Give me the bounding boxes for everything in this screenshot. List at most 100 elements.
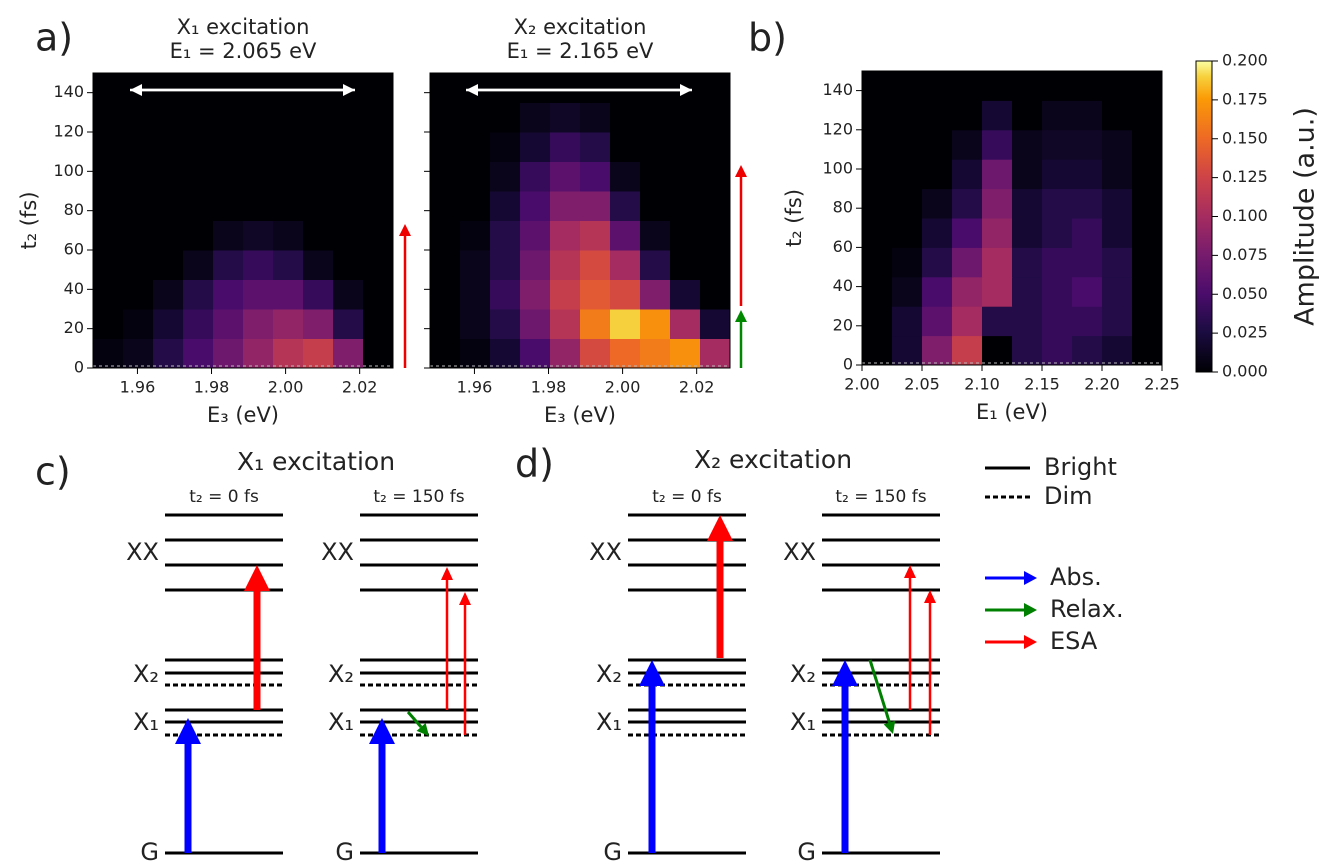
heatmap-cell bbox=[982, 247, 1013, 278]
heatmap-cell bbox=[550, 309, 581, 339]
heatmap-cell bbox=[1102, 218, 1133, 248]
heatmap-cell bbox=[123, 309, 154, 339]
heatmap-cell bbox=[982, 276, 1013, 307]
heatmap-cell bbox=[670, 220, 701, 251]
arrow-head bbox=[1024, 571, 1037, 585]
heatmap-cell bbox=[303, 279, 334, 310]
heatmap-cell bbox=[550, 191, 581, 221]
heatmap-cell bbox=[982, 129, 1013, 160]
heatmap-cell bbox=[123, 250, 154, 280]
heatmap-cell bbox=[303, 73, 334, 103]
heatmap-cell bbox=[1042, 218, 1073, 248]
heatmap-cell bbox=[1132, 306, 1163, 337]
column-label: t₂ = 150 fs bbox=[373, 487, 464, 507]
arrow-head bbox=[735, 165, 747, 177]
heatmap-cell bbox=[640, 338, 671, 369]
heatmap-cell bbox=[183, 132, 214, 162]
panel-label: c) bbox=[35, 450, 71, 494]
heatmap-cell bbox=[640, 309, 671, 339]
heatmap-cell bbox=[580, 132, 611, 162]
heatmap-cell bbox=[153, 73, 184, 103]
heatmap-cell bbox=[952, 335, 983, 366]
heatmap-cell bbox=[892, 129, 923, 160]
heatmap-cell bbox=[1042, 335, 1073, 366]
y-tick-label: 120 bbox=[53, 122, 84, 141]
heatmap-cell bbox=[610, 220, 641, 251]
arrow-shaft bbox=[406, 711, 423, 728]
heatmap-cell bbox=[460, 102, 491, 133]
heatmap-cell bbox=[922, 306, 953, 337]
heatmap-cell bbox=[93, 338, 124, 369]
x-tick-label: 2.00 bbox=[844, 375, 880, 394]
heatmap-cell bbox=[333, 132, 364, 162]
heatmap-cell bbox=[1012, 100, 1043, 131]
heatmap-cell bbox=[490, 102, 521, 133]
heatmap-cell bbox=[670, 161, 701, 192]
level-label: X₂ bbox=[596, 660, 622, 688]
heatmap-cell bbox=[430, 338, 461, 369]
heatmap-cell bbox=[982, 218, 1013, 248]
heatmap-cell bbox=[580, 73, 611, 103]
heatmap-cell bbox=[700, 132, 731, 162]
heatmap-cell bbox=[1042, 247, 1073, 278]
heatmap-cell bbox=[1012, 218, 1043, 248]
heatmap-cell bbox=[700, 250, 731, 280]
heatmap-cell bbox=[1132, 129, 1163, 160]
heatmap-cell bbox=[93, 102, 124, 133]
level-label: X₂ bbox=[133, 660, 159, 688]
level-label: G bbox=[140, 838, 159, 865]
heatmap-cell bbox=[303, 220, 334, 251]
chart-subtitle: E₁ = 2.065 eV bbox=[170, 39, 317, 63]
arrow-head bbox=[707, 515, 733, 541]
heatmap-cell bbox=[1102, 335, 1133, 366]
column-label: t₂ = 150 fs bbox=[835, 487, 926, 507]
heatmap-cell bbox=[610, 250, 641, 280]
heatmap-cell bbox=[273, 161, 304, 192]
level-label: X₁ bbox=[133, 708, 159, 736]
heatmap-cell bbox=[213, 132, 244, 162]
heatmap-cell bbox=[333, 161, 364, 192]
heatmap-cell bbox=[460, 250, 491, 280]
heatmap-cell bbox=[273, 250, 304, 280]
heatmap-cell bbox=[153, 132, 184, 162]
heatmap-cell bbox=[520, 338, 551, 369]
heatmap-cell bbox=[333, 102, 364, 133]
heatmap-cell bbox=[430, 161, 461, 192]
heatmap-cell bbox=[363, 220, 394, 251]
heatmap-cell bbox=[303, 161, 334, 192]
heatmap-cell bbox=[183, 161, 214, 192]
heatmap-cell bbox=[490, 309, 521, 339]
heatmap-cell bbox=[490, 161, 521, 192]
heatmap-cell bbox=[922, 276, 953, 307]
heatmap-cell bbox=[333, 220, 364, 251]
heatmap-cell bbox=[213, 161, 244, 192]
heatmap-cell bbox=[243, 250, 274, 280]
heatmap-cell bbox=[430, 191, 461, 221]
x-tick-label: 2.10 bbox=[964, 375, 1000, 394]
arrow-head bbox=[639, 660, 665, 686]
heatmap-cell bbox=[303, 309, 334, 339]
heatmap-cell bbox=[670, 309, 701, 339]
x-axis-label: E₃ (eV) bbox=[207, 403, 279, 427]
panel-label: d) bbox=[515, 442, 554, 486]
heatmap-cell bbox=[153, 220, 184, 251]
chart-title: X₂ excitation bbox=[514, 15, 647, 39]
heatmap-cell bbox=[1102, 276, 1133, 307]
heatmap-cell bbox=[640, 73, 671, 103]
heatmap-cell bbox=[1072, 306, 1103, 337]
heatmap-cell bbox=[922, 218, 953, 248]
heatmap-cell bbox=[670, 191, 701, 221]
heatmap-cell bbox=[1132, 276, 1163, 307]
heatmap-cell bbox=[213, 191, 244, 221]
heatmap-cell bbox=[183, 309, 214, 339]
heatmap-cell bbox=[640, 279, 671, 310]
heatmap-cell bbox=[892, 159, 923, 190]
x-tick-label: 2.25 bbox=[1144, 375, 1180, 394]
heatmap-cell bbox=[670, 250, 701, 280]
arrow-head bbox=[416, 723, 429, 736]
heatmap-cell bbox=[982, 188, 1013, 219]
heatmap-cell bbox=[153, 279, 184, 310]
y-tick-label: 40 bbox=[833, 276, 853, 295]
arrow-head bbox=[1024, 635, 1037, 649]
heatmap-cell bbox=[952, 129, 983, 160]
